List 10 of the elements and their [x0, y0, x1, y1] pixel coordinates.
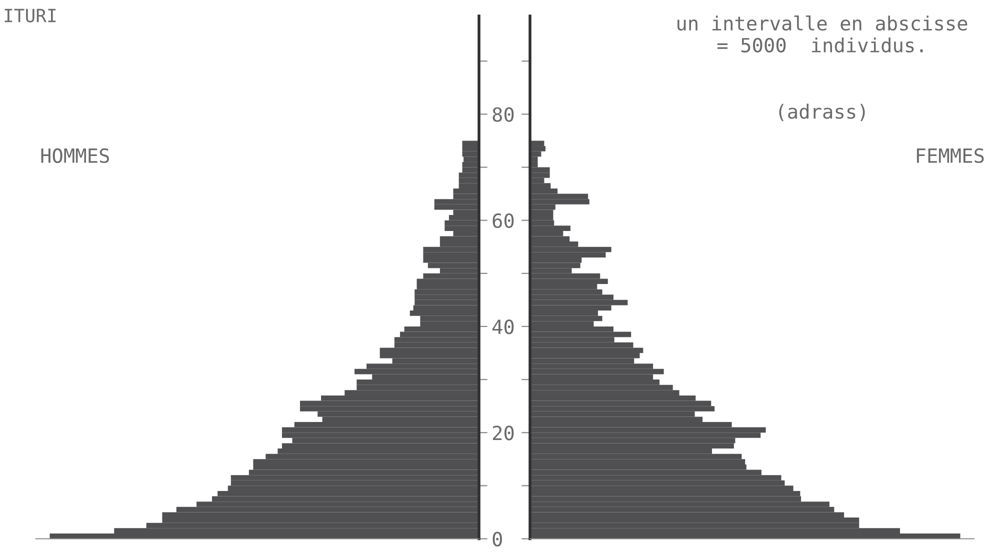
annotation: HOMMES — [41, 148, 109, 164]
chart-title: ITURI — [4, 8, 56, 22]
y-tick-label: 20 — [492, 426, 514, 440]
annotation: un intervalle en abscisse = 5000 individus. — [678, 15, 968, 53]
annotation: (adrass) — [779, 104, 865, 122]
y-tick-label: 80 — [492, 107, 514, 122]
y-tick-label: 40 — [492, 319, 514, 334]
y-tick-label: 60 — [492, 213, 514, 228]
annotation: FEMMES — [916, 148, 984, 164]
y-tick-label: 0 — [492, 532, 502, 546]
